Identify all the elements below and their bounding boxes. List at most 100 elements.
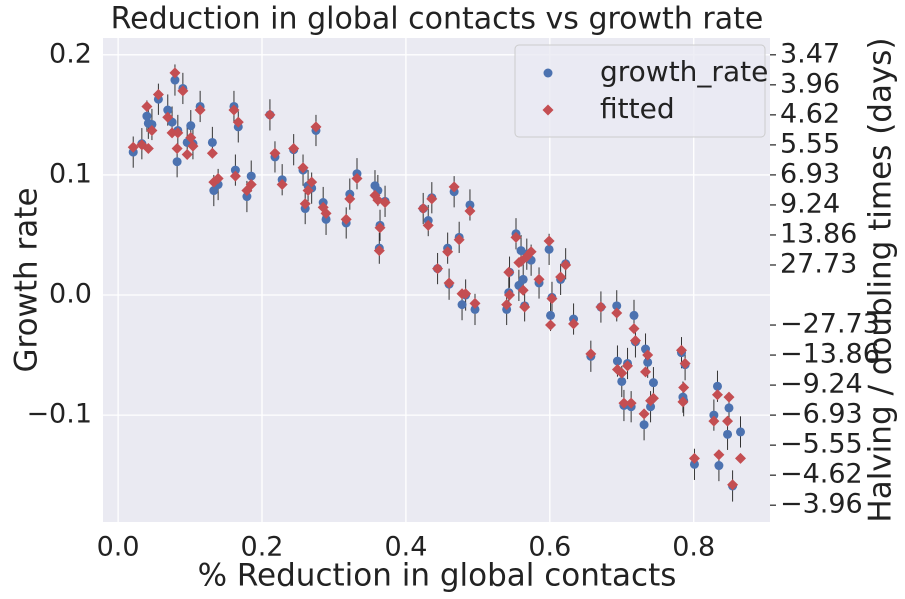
diamond-marker: [166, 127, 178, 139]
diamond-marker: [734, 452, 746, 464]
diamond-marker: [172, 127, 184, 139]
circle-marker: [629, 310, 639, 320]
circle-marker: [724, 403, 734, 413]
diamond-marker: [568, 318, 580, 330]
diamond-marker: [228, 104, 240, 116]
diamond-marker: [517, 284, 529, 296]
circle-marker: [457, 300, 467, 310]
diamond-marker: [543, 235, 555, 247]
diamond-marker: [127, 141, 139, 153]
y2-tick-label: −3.96: [780, 489, 863, 520]
diamond-marker: [679, 357, 691, 369]
diamond-marker: [302, 185, 314, 197]
diamond-marker: [351, 173, 363, 185]
diamond-marker: [688, 452, 700, 464]
diamond-marker: [177, 85, 189, 97]
diamond-marker: [232, 116, 244, 128]
diamond-marker: [629, 335, 641, 347]
diamond-marker: [422, 219, 434, 231]
y2-tick-label: 9.24: [780, 188, 840, 219]
diamond-marker: [269, 147, 281, 159]
diamond-marker: [542, 104, 554, 116]
diamond-marker: [212, 173, 224, 185]
diamond-marker: [442, 246, 454, 258]
circle-marker: [646, 402, 656, 412]
diamond-marker: [372, 194, 384, 206]
diamond-marker: [374, 222, 386, 234]
diamond-marker: [711, 389, 723, 401]
diamond-marker: [501, 299, 513, 311]
circle-marker: [689, 459, 699, 469]
circle-marker: [170, 75, 180, 85]
diamond-marker: [533, 273, 545, 285]
diamond-marker: [141, 100, 153, 112]
circle-marker: [470, 304, 480, 314]
diamond-marker: [245, 179, 257, 191]
y2-tick-label: 6.93: [780, 158, 840, 189]
diamond-marker: [675, 344, 687, 356]
circle-marker: [230, 165, 240, 175]
y-tick-label: 0.1: [49, 158, 92, 189]
diamond-marker: [525, 246, 537, 258]
diamond-marker: [722, 415, 734, 427]
diamond-marker: [310, 121, 322, 133]
diamond-marker: [432, 263, 444, 275]
chart-title: Reduction in global contacts vs growth r…: [111, 2, 764, 37]
diamond-marker: [546, 293, 558, 305]
y2-tick-label: −13.86: [780, 339, 880, 370]
x-tick-label: 0.4: [384, 532, 427, 563]
legend-box: [514, 44, 766, 138]
diamond-marker: [708, 415, 720, 427]
y2-tick-label: 3.96: [780, 68, 840, 99]
diamond-marker: [306, 176, 318, 188]
y2-axis-label: Halving / doubling times (days): [863, 37, 899, 522]
diamond-marker: [194, 104, 206, 116]
diamond-marker: [618, 397, 630, 409]
y2-tick-label: 3.47: [780, 38, 840, 69]
diamond-marker: [453, 234, 465, 246]
circle-marker: [172, 157, 182, 167]
circle-marker: [142, 111, 152, 121]
circle-marker: [612, 301, 622, 311]
circle-marker: [546, 310, 556, 320]
circle-marker: [544, 244, 554, 254]
diamond-marker: [297, 162, 309, 174]
circle-marker: [648, 378, 658, 388]
y-axis-label: Growth rate: [9, 187, 45, 372]
diamond-marker: [264, 109, 276, 121]
diamond-marker: [417, 203, 429, 215]
circle-marker: [518, 274, 528, 284]
diamond-marker: [185, 132, 197, 144]
circle-marker: [246, 171, 256, 181]
diamond-marker: [642, 349, 654, 361]
diamond-marker: [616, 367, 628, 379]
diamond-marker: [628, 323, 640, 335]
circle-marker: [617, 376, 627, 386]
diamond-marker: [340, 213, 352, 225]
diamond-marker: [299, 198, 311, 210]
diamond-marker: [677, 396, 689, 408]
diamond-marker: [320, 207, 332, 219]
circle-marker: [714, 461, 724, 471]
diamond-marker: [504, 289, 516, 301]
x-tick-label: 0.0: [97, 532, 140, 563]
y2-tick-label: −9.24: [780, 369, 863, 400]
diamond-marker: [519, 301, 531, 313]
diamond-marker: [469, 297, 481, 309]
circle-marker: [639, 420, 649, 430]
diamond-marker: [723, 391, 735, 403]
y2-tick-label: 27.73: [780, 248, 857, 279]
diamond-marker: [640, 366, 652, 378]
diamond-marker: [638, 408, 650, 420]
diamond-marker: [625, 397, 637, 409]
diamond-marker: [521, 251, 533, 263]
diamond-marker: [152, 88, 164, 100]
circle-marker: [186, 121, 196, 131]
diamond-marker: [169, 67, 181, 79]
diamond-marker: [510, 231, 522, 243]
diamond-marker: [713, 449, 725, 461]
diamond-marker: [460, 288, 472, 300]
y2-tick-label: −6.93: [780, 399, 863, 430]
diamond-marker: [206, 147, 218, 159]
